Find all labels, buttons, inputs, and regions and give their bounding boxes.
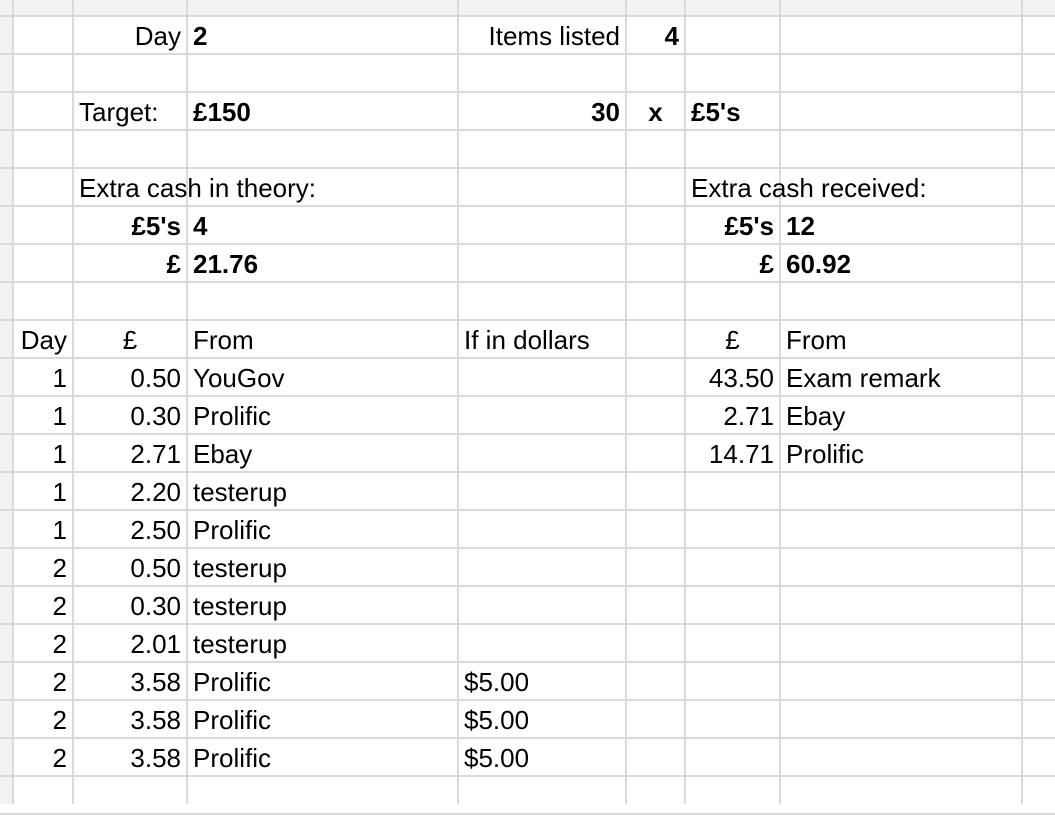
received-header-amount[interactable]: £ bbox=[725, 325, 740, 355]
theory-row-day[interactable]: 2 bbox=[52, 591, 67, 621]
gridline-vertical bbox=[186, 0, 188, 804]
theory-row-day[interactable]: 1 bbox=[52, 363, 67, 393]
theory-row-from[interactable]: Ebay bbox=[193, 439, 253, 469]
theory-row-dollars[interactable]: $5.00 bbox=[464, 705, 530, 735]
gridline-horizontal bbox=[0, 357, 1055, 359]
theory-row-amount[interactable]: 2.01 bbox=[130, 629, 181, 659]
gridline-horizontal bbox=[0, 91, 1055, 93]
column-header-row bbox=[0, 0, 1055, 16]
items-listed-label[interactable]: Items listed bbox=[488, 21, 621, 51]
received-row-from[interactable]: Ebay bbox=[786, 401, 846, 431]
gridline-horizontal bbox=[0, 661, 1055, 663]
gridline-vertical bbox=[684, 0, 686, 804]
theory-row-from[interactable]: Prolific bbox=[193, 401, 272, 431]
gridline-horizontal bbox=[0, 53, 1055, 55]
theory-row-from[interactable]: Prolific bbox=[193, 743, 272, 773]
theory-row-amount[interactable]: 3.58 bbox=[130, 705, 181, 735]
gridline-horizontal bbox=[0, 395, 1055, 397]
row-header-column bbox=[0, 0, 13, 804]
theory-row-day[interactable]: 1 bbox=[52, 515, 67, 545]
received-row-amount[interactable]: 2.71 bbox=[723, 401, 774, 431]
gridline-horizontal bbox=[0, 205, 1055, 207]
items-listed-value[interactable]: 4 bbox=[664, 21, 679, 51]
theory-pound-label[interactable]: £ bbox=[166, 249, 181, 279]
gridline-horizontal bbox=[0, 167, 1055, 169]
received-fives-value[interactable]: 12 bbox=[786, 211, 815, 241]
gridline-vertical bbox=[625, 0, 627, 804]
gridline-vertical bbox=[779, 0, 781, 804]
header-amount[interactable]: £ bbox=[122, 325, 138, 355]
header-day[interactable]: Day bbox=[20, 325, 67, 355]
gridline-horizontal bbox=[0, 319, 1055, 321]
gridline-horizontal bbox=[0, 433, 1055, 435]
theory-row-amount[interactable]: 0.50 bbox=[130, 553, 181, 583]
theory-fives-value[interactable]: 4 bbox=[193, 211, 208, 241]
fives-label[interactable]: £5's bbox=[691, 97, 741, 127]
received-row-amount[interactable]: 43.50 bbox=[708, 363, 774, 393]
theory-row-from[interactable]: testerup bbox=[193, 477, 287, 507]
theory-row-amount[interactable]: 2.50 bbox=[130, 515, 181, 545]
theory-row-day[interactable]: 2 bbox=[52, 705, 67, 735]
theory-row-amount[interactable]: 0.30 bbox=[130, 401, 181, 431]
gridline-horizontal bbox=[0, 775, 1055, 777]
theory-row-day[interactable]: 1 bbox=[52, 477, 67, 507]
theory-row-amount[interactable]: 3.58 bbox=[130, 743, 181, 773]
target-value[interactable]: £150 bbox=[193, 97, 251, 127]
theory-row-day[interactable]: 2 bbox=[52, 667, 67, 697]
theory-row-amount[interactable]: 0.30 bbox=[130, 591, 181, 621]
theory-pound-value[interactable]: 21.76 bbox=[193, 249, 259, 279]
theory-row-from[interactable]: testerup bbox=[193, 629, 287, 659]
gridline-horizontal bbox=[0, 129, 1055, 131]
theory-fives-label[interactable]: £5's bbox=[131, 211, 181, 241]
received-row-from[interactable]: Prolific bbox=[786, 439, 865, 469]
fives-count[interactable]: 30 bbox=[591, 97, 620, 127]
received-row-amount[interactable]: 14.71 bbox=[708, 439, 774, 469]
theory-row-from[interactable]: Prolific bbox=[193, 705, 272, 735]
target-label[interactable]: Target: bbox=[79, 97, 159, 127]
gridline-horizontal bbox=[0, 15, 1055, 17]
gridline-horizontal bbox=[0, 509, 1055, 511]
theory-row-day[interactable]: 2 bbox=[52, 743, 67, 773]
gridline-horizontal bbox=[0, 623, 1055, 625]
theory-row-from[interactable]: Prolific bbox=[193, 515, 272, 545]
received-row-from[interactable]: Exam remark bbox=[786, 363, 941, 393]
theory-row-from[interactable]: testerup bbox=[193, 553, 287, 583]
gridline-horizontal bbox=[0, 585, 1055, 587]
day-value[interactable]: 2 bbox=[193, 21, 208, 51]
day-label[interactable]: Day bbox=[134, 21, 181, 51]
theory-row-amount[interactable]: 0.50 bbox=[130, 363, 181, 393]
theory-row-day[interactable]: 2 bbox=[52, 629, 67, 659]
gridline-horizontal bbox=[0, 547, 1055, 549]
theory-row-amount[interactable]: 2.20 bbox=[130, 477, 181, 507]
theory-row-from[interactable]: testerup bbox=[193, 591, 287, 621]
gridline-horizontal bbox=[0, 471, 1055, 473]
received-header-from[interactable]: From bbox=[786, 325, 847, 355]
theory-row-amount[interactable]: 3.58 bbox=[130, 667, 181, 697]
gridline-vertical bbox=[457, 0, 459, 804]
theory-row-amount[interactable]: 2.71 bbox=[130, 439, 181, 469]
gridline-vertical bbox=[1021, 0, 1023, 804]
theory-row-day[interactable]: 1 bbox=[52, 401, 67, 431]
gridline-horizontal bbox=[0, 281, 1055, 283]
theory-row-from[interactable]: Prolific bbox=[193, 667, 272, 697]
header-dollars[interactable]: If in dollars bbox=[464, 325, 590, 355]
received-fives-label[interactable]: £5's bbox=[724, 211, 774, 241]
gridline-vertical bbox=[72, 0, 74, 804]
received-title[interactable]: Extra cash received: bbox=[691, 173, 927, 203]
received-pound-label[interactable]: £ bbox=[759, 249, 774, 279]
theory-row-from[interactable]: YouGov bbox=[193, 363, 285, 393]
theory-row-dollars[interactable]: $5.00 bbox=[464, 667, 530, 697]
theory-row-day[interactable]: 2 bbox=[52, 553, 67, 583]
times-sign[interactable]: x bbox=[648, 97, 663, 127]
theory-row-dollars[interactable]: $5.00 bbox=[464, 743, 530, 773]
gridline-vertical bbox=[12, 0, 14, 804]
gridline-horizontal bbox=[0, 737, 1055, 739]
received-pound-value[interactable]: 60.92 bbox=[786, 249, 852, 279]
gridline-horizontal bbox=[0, 243, 1055, 245]
gridline-horizontal bbox=[0, 699, 1055, 701]
theory-title[interactable]: Extra cash in theory: bbox=[79, 173, 316, 203]
theory-row-day[interactable]: 1 bbox=[52, 439, 67, 469]
header-from[interactable]: From bbox=[193, 325, 254, 355]
